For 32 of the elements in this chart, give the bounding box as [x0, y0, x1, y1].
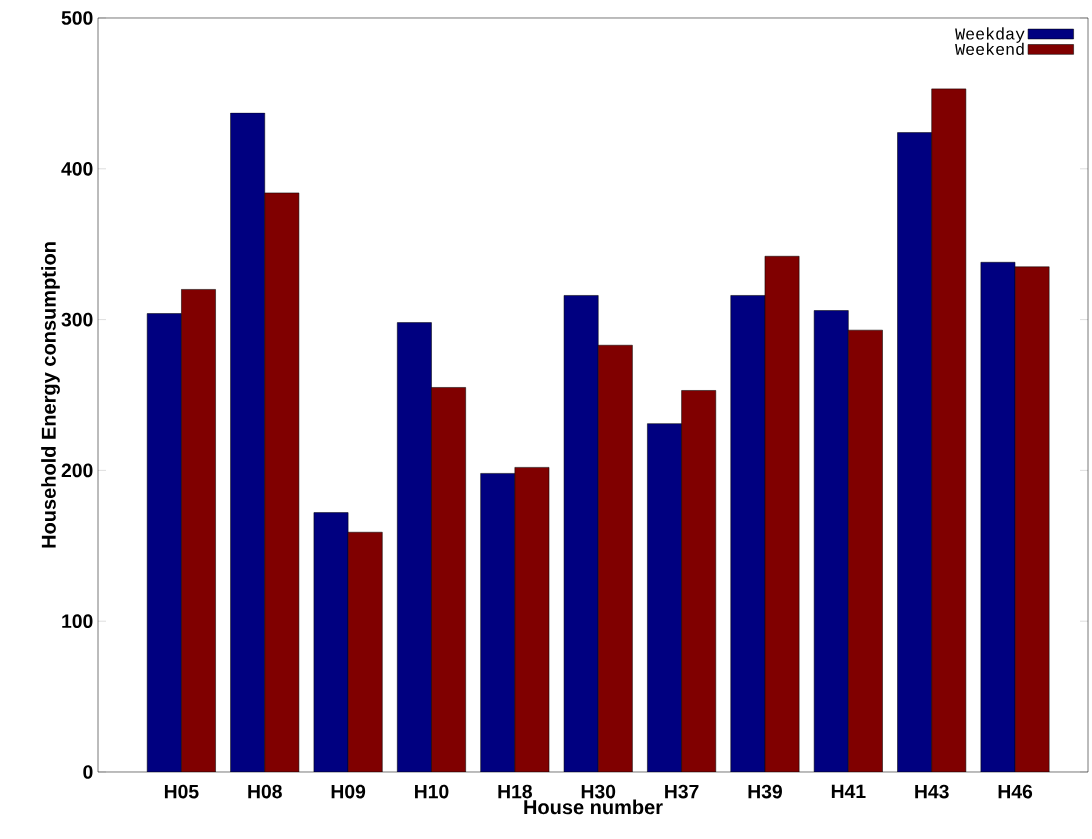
x-tick-label: H37: [665, 784, 699, 799]
x-tick-label: H08: [248, 784, 282, 799]
y-tick-label: 500: [61, 11, 93, 25]
x-tick-label: H43: [915, 784, 949, 799]
bar: [514, 467, 550, 772]
x-tick-label: H09: [331, 784, 366, 799]
legend-label: Weekend: [955, 42, 1024, 56]
y-tick-label: 400: [61, 161, 93, 176]
bar: [764, 255, 800, 772]
x-tick-label: H10: [415, 784, 449, 799]
bar: [431, 387, 466, 772]
y-tick-label: 300: [61, 312, 93, 327]
x-tick-label: H18: [498, 784, 532, 799]
x-tick-label: H30: [581, 784, 616, 799]
bar: [848, 329, 883, 772]
x-tick-label: H05: [164, 784, 199, 799]
legend-label: Weekday: [955, 27, 1025, 43]
y-tick-label: 0: [83, 765, 93, 779]
y-axis-title: Household Energy consumption: [41, 242, 60, 548]
x-tick-label: H41: [831, 784, 866, 799]
y-tick-label: 100: [62, 614, 93, 629]
x-tick-label: H39: [748, 784, 782, 799]
bar: [264, 192, 300, 772]
x-axis-title: House number: [524, 799, 663, 815]
bar: [1014, 266, 1050, 772]
x-tick-label: H46: [998, 784, 1033, 799]
bar: [597, 344, 633, 772]
bar: [681, 390, 717, 772]
bar: [347, 531, 383, 772]
bar: [931, 88, 967, 772]
bar: [181, 289, 216, 772]
y-tick-label: 200: [61, 463, 93, 478]
